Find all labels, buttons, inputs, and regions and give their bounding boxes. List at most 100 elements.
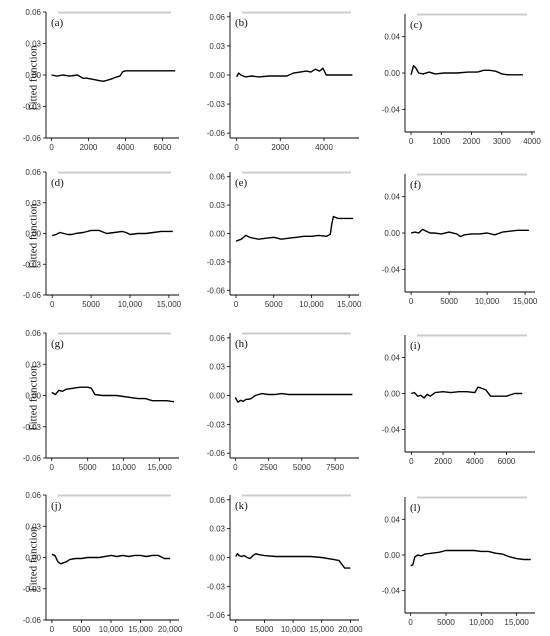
y-tick-label: 0.06 <box>209 13 225 22</box>
fitted-line <box>234 392 353 403</box>
fitted-line <box>52 229 173 237</box>
y-tick-label: -0.06 <box>207 129 226 138</box>
x-tick-label: 0 <box>234 625 239 634</box>
y-tick-label: 0.03 <box>25 522 41 531</box>
y-tick-label: 0.04 <box>384 354 400 363</box>
x-tick-label: 4000 <box>117 143 135 152</box>
y-tick-label: 0.03 <box>209 42 225 51</box>
y-tick-label: -0.04 <box>382 426 401 435</box>
x-tick-label: 20,000 <box>338 625 363 634</box>
x-tick-label: 4000 <box>315 143 333 152</box>
y-tick-label: 0.03 <box>25 199 41 208</box>
y-tick-label: 0.00 <box>384 229 400 238</box>
y-tick-label: -0.04 <box>382 105 401 114</box>
y-tick-label: 0.06 <box>25 8 41 17</box>
y-tick-label: 0.03 <box>209 525 225 534</box>
x-tick-label: 2500 <box>260 463 278 472</box>
x-tick-label: 10,000 <box>111 463 136 472</box>
y-tick-label: -0.06 <box>23 454 42 463</box>
y-tick-label: 0.06 <box>209 173 225 182</box>
x-tick-label: 5000 <box>440 297 458 306</box>
x-tick-label: 15,000 <box>128 625 153 634</box>
y-tick-label: -0.03 <box>207 420 226 429</box>
x-tick-label: 5000 <box>437 618 455 627</box>
x-tick-label: 0 <box>50 625 55 634</box>
y-tick-label: 0.00 <box>384 390 400 399</box>
x-tick-label: 5000 <box>73 625 91 634</box>
y-tick-label: 0.06 <box>25 329 41 338</box>
panel-8: -0.06 -0.03 0.00 0.03 0.06 0 2500 5000 7500 (h) <box>207 332 359 472</box>
fitted-line <box>235 553 351 569</box>
y-tick-label: -0.03 <box>207 258 226 267</box>
fitted-line <box>235 215 353 242</box>
x-tick-label: 3000 <box>493 137 511 146</box>
panel-label: (c) <box>410 19 423 31</box>
fitted-line <box>411 386 523 399</box>
panel-12: -0.04 0.00 0.04 0 5000 10,000 15,000 (l) <box>382 496 535 627</box>
panel-label: (d) <box>51 177 64 189</box>
y-tick-label: -0.03 <box>23 423 42 432</box>
fitted-line <box>235 67 353 78</box>
y-tick-label: 0.00 <box>384 69 400 78</box>
y-tick-label: 0.00 <box>209 554 225 563</box>
x-tick-label: 5000 <box>265 300 283 309</box>
panel-5: -0.06 -0.03 0.00 0.03 0.06 0 5000 10,000 15,000 (… <box>207 171 362 309</box>
x-tick-label: 0 <box>50 463 55 472</box>
y-tick-label: 0.00 <box>209 71 225 80</box>
panel-label: (k) <box>235 500 248 512</box>
y-tick-label: -0.03 <box>23 103 42 112</box>
x-tick-label: 2000 <box>271 143 289 152</box>
y-tick-label: 0.04 <box>384 515 400 524</box>
fitted-line <box>51 70 176 83</box>
x-tick-label: 1000 <box>432 137 450 146</box>
x-tick-label: 0 <box>234 300 239 309</box>
fitted-line <box>51 553 171 565</box>
x-tick-label: 4000 <box>523 137 541 146</box>
x-tick-label: 5000 <box>256 625 274 634</box>
x-tick-label: 15,000 <box>504 618 529 627</box>
panel-2: -0.06 -0.03 0.00 0.03 0.06 0 2000 4000 (b) <box>207 11 359 152</box>
x-tick-label: 6000 <box>498 457 516 466</box>
y-tick-label: 0.04 <box>384 33 400 42</box>
x-tick-label: 0 <box>234 143 239 152</box>
panel-label: (a) <box>51 17 64 29</box>
x-tick-label: 10,000 <box>281 625 306 634</box>
panel-11: -0.06 -0.03 0.00 0.03 0.06 0 5000 10,000 15,000 2… <box>207 494 363 634</box>
x-tick-label: 7500 <box>326 463 344 472</box>
x-tick-label: 10,000 <box>118 300 143 309</box>
y-tick-label: -0.06 <box>207 611 226 620</box>
x-tick-label: 10,000 <box>469 618 494 627</box>
x-tick-label: 0 <box>409 457 414 466</box>
fitted-line <box>410 549 531 567</box>
y-tick-label: 0.03 <box>209 201 225 210</box>
y-tick-label: 0.00 <box>25 230 41 239</box>
y-tick-label: -0.03 <box>207 100 226 109</box>
fitted-line <box>51 386 175 403</box>
x-tick-label: 15,000 <box>157 300 182 309</box>
y-tick-label: -0.06 <box>23 134 42 143</box>
x-tick-label: 15,000 <box>147 463 172 472</box>
panel-label: (l) <box>410 502 421 514</box>
y-tick-label: 0.06 <box>209 334 225 343</box>
x-tick-label: 15,000 <box>337 300 362 309</box>
x-tick-label: 5000 <box>293 463 311 472</box>
y-axis-label-row-4: Fitted function <box>27 526 40 592</box>
panel-1: -0.06 -0.03 0.00 0.03 0.06 0 2000 4000 6000 (a) <box>23 8 179 152</box>
panel-label: (b) <box>235 17 248 29</box>
y-axis-label-row-3: Fitted function <box>27 365 40 431</box>
y-tick-label: 0.00 <box>209 230 225 239</box>
y-tick-label: 0.03 <box>25 360 41 369</box>
fitted-line <box>410 64 523 76</box>
y-tick-label: -0.06 <box>23 291 42 300</box>
x-tick-label: 0 <box>49 143 54 152</box>
y-tick-label: -0.03 <box>23 585 42 594</box>
y-tick-label: -0.03 <box>207 582 226 591</box>
y-tick-label: 0.03 <box>209 363 225 372</box>
fitted-line <box>410 228 529 238</box>
y-tick-label: 0.00 <box>25 554 41 563</box>
y-tick-label: 0.06 <box>25 168 41 177</box>
x-tick-label: 10,000 <box>475 297 500 306</box>
y-tick-label: -0.06 <box>207 286 226 295</box>
panel-9: -0.04 0.00 0.04 0 2000 4000 6000 (i) <box>382 334 535 466</box>
x-tick-label: 0 <box>409 297 414 306</box>
